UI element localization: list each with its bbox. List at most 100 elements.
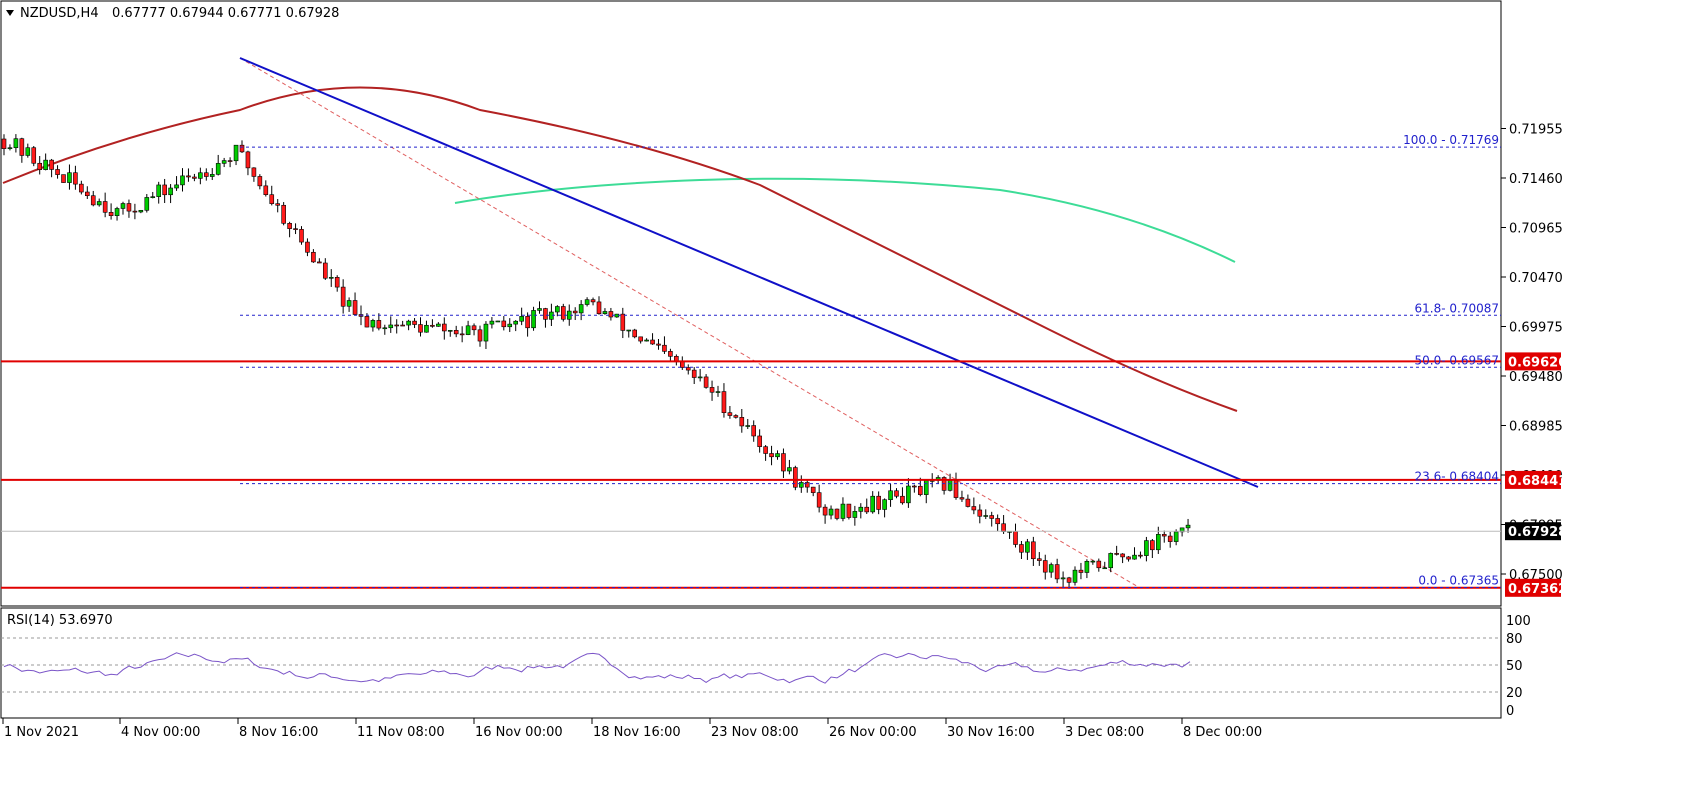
candle-body: [697, 376, 703, 379]
candle-body: [459, 333, 465, 336]
candle-body: [67, 172, 72, 183]
candle-body: [43, 159, 48, 170]
candle-body: [1132, 554, 1137, 560]
candle-body: [537, 308, 542, 311]
candle-body: [61, 174, 66, 183]
price-tag: [1505, 470, 1561, 489]
candle-body: [810, 486, 816, 493]
candle-body: [525, 316, 530, 329]
candle-body: [757, 435, 762, 447]
fib-level-label: 61.8- 0.70087: [1415, 301, 1500, 315]
candle-body: [858, 506, 864, 512]
candle-body: [721, 391, 727, 413]
rsi-tick-label: 100: [1506, 614, 1531, 629]
candle-body: [79, 183, 84, 193]
candle-body: [650, 339, 655, 345]
candle-body: [144, 197, 150, 211]
candle-body: [37, 162, 43, 170]
candle-body: [1, 138, 7, 149]
candle-body: [108, 212, 114, 216]
candle-body: [1060, 577, 1066, 580]
candle-body: [668, 351, 673, 357]
candle-body: [1090, 560, 1096, 563]
candle-body: [13, 138, 19, 149]
candle-body: [204, 172, 209, 177]
candle-body: [174, 184, 179, 189]
candle-body: [513, 320, 519, 325]
candle-body: [19, 138, 25, 156]
candle-body: [388, 324, 394, 329]
candle-body: [436, 323, 441, 327]
main-pane: [0, 0, 1502, 607]
candle-body: [483, 323, 489, 342]
candle-body: [983, 515, 989, 517]
candle-body: [7, 147, 13, 150]
candle-body: [894, 490, 899, 497]
candle-body: [227, 160, 233, 162]
candle-body: [822, 506, 828, 516]
candle-body: [150, 196, 156, 198]
candle-body: [995, 518, 1000, 525]
candle-body: [1108, 553, 1113, 569]
candle-body: [495, 320, 501, 323]
candle-body: [168, 187, 173, 196]
candle-body: [1114, 553, 1119, 555]
candle-body: [1120, 553, 1125, 558]
candle-body: [620, 313, 626, 331]
candle-body: [1167, 535, 1173, 542]
current-price-label: 0.67928: [1508, 525, 1567, 540]
candle-body: [828, 508, 834, 516]
candle-body: [465, 325, 471, 335]
candle-body: [739, 417, 745, 427]
candle-body: [406, 320, 411, 326]
candle-body: [281, 204, 286, 224]
candle-body: [852, 511, 858, 518]
candle-body: [590, 299, 596, 303]
candle-body: [85, 191, 90, 197]
rsi-label: RSI(14) 53.6970: [7, 613, 113, 628]
candle-body: [1031, 541, 1036, 560]
current-price-tag: [1505, 522, 1561, 541]
price-tick-label: 0.69975: [1509, 321, 1563, 336]
candle-body: [471, 325, 477, 331]
collapse-triangle-icon[interactable]: [6, 10, 14, 16]
candle-body: [180, 175, 185, 186]
candle-body: [798, 482, 804, 488]
candle-body: [418, 324, 423, 333]
candle-body: [763, 446, 768, 454]
candle-body: [864, 506, 870, 513]
candle-body: [239, 144, 245, 153]
candle-body: [507, 323, 513, 328]
candle-body: [233, 144, 239, 162]
candle-body: [251, 167, 257, 177]
time-tick-label: 26 Nov 00:00: [829, 725, 917, 740]
candle-body: [787, 467, 792, 472]
candle-body: [90, 195, 96, 206]
price-tag: [1505, 578, 1561, 597]
candle-body: [328, 277, 334, 279]
candle-body: [287, 223, 292, 229]
fib-level-label: 0.0 - 0.67365: [1418, 574, 1499, 588]
candle-body: [560, 306, 566, 320]
candle-body: [543, 308, 548, 320]
candle-body: [441, 323, 447, 332]
candle-body: [447, 330, 453, 332]
candle-body: [221, 160, 227, 164]
symbol-label: NZDUSD,H4: [20, 6, 99, 21]
candle-body: [691, 369, 697, 378]
rsi-pane: [0, 607, 1502, 719]
candle-body: [501, 320, 507, 328]
candle-body: [49, 159, 54, 170]
candle-body: [846, 503, 852, 518]
candle-body: [311, 251, 316, 263]
trendline[interactable]: [239, 57, 1259, 488]
candle-body: [572, 310, 578, 314]
candle-body: [1161, 534, 1167, 537]
candle-body: [656, 343, 661, 346]
candle-body: [394, 324, 400, 327]
candle-body: [709, 387, 715, 393]
rsi-tick-label: 80: [1506, 632, 1523, 647]
candle-body: [781, 453, 786, 472]
candle-body: [489, 320, 495, 325]
